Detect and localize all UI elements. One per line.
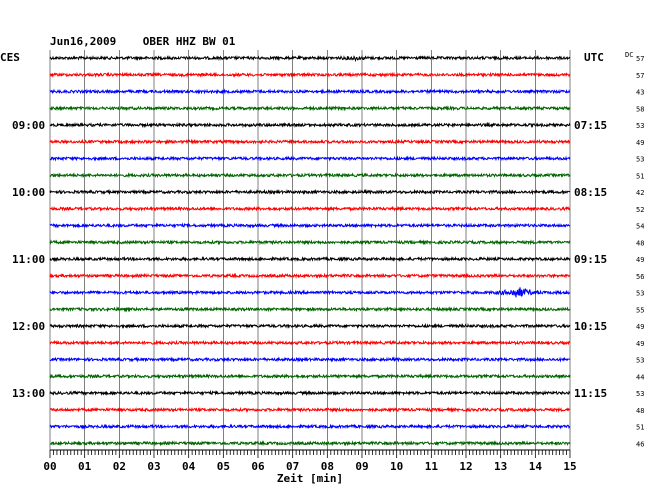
dc-value: 55 <box>636 306 644 314</box>
dc-value: 56 <box>636 273 644 281</box>
x-tick-label: 04 <box>182 460 196 473</box>
trace-row-2 <box>49 88 571 95</box>
dc-value: 58 <box>636 105 644 113</box>
dc-value: 44 <box>636 373 644 381</box>
trace-row-5 <box>49 138 571 146</box>
grid-lines <box>49 50 571 450</box>
x-tick-label: 10 <box>390 460 403 473</box>
right-hour-label: 07:15 <box>574 119 607 132</box>
trace-row-8 <box>49 188 571 196</box>
right-timezone-label: UTC <box>584 51 604 64</box>
dc-value: 49 <box>636 340 644 348</box>
trace-row-7 <box>49 172 571 179</box>
x-axis-label: Zeit [min] <box>277 472 343 485</box>
x-tick-label: 11 <box>425 460 439 473</box>
trace-layer <box>49 54 571 447</box>
x-tick-label: 07 <box>286 460 299 473</box>
x-tick-label: 09 <box>355 460 368 473</box>
dc-value: 52 <box>636 206 644 214</box>
trace-row-10 <box>49 222 571 229</box>
x-tick-label: 02 <box>113 460 126 473</box>
right-hour-label: 10:15 <box>574 320 607 333</box>
left-hour-label: 12:00 <box>12 320 45 333</box>
trace-row-0 <box>49 54 571 63</box>
trace-row-15 <box>49 306 571 313</box>
trace-row-23 <box>49 440 571 447</box>
trace-row-1 <box>49 71 571 78</box>
left-timezone-label: CES <box>0 51 20 64</box>
left-hour-label: 11:00 <box>12 253 45 266</box>
right-hour-label: 09:15 <box>574 253 607 266</box>
trace-row-17 <box>49 339 571 346</box>
right-hour-label: 08:15 <box>574 186 607 199</box>
dc-value: 49 <box>636 139 644 147</box>
trace-row-3 <box>49 105 571 112</box>
dc-value: 53 <box>636 156 644 164</box>
trace-row-14 <box>49 287 571 298</box>
dc-value: 48 <box>636 239 644 247</box>
dc-value: 46 <box>636 440 644 448</box>
trace-row-11 <box>49 239 571 246</box>
dc-value: 49 <box>636 323 644 331</box>
trace-row-20 <box>49 389 571 397</box>
dc-value: 53 <box>636 122 644 130</box>
dc-value: 48 <box>636 407 644 415</box>
dc-value: 57 <box>636 72 644 80</box>
dc-value: 53 <box>636 290 644 298</box>
trace-row-21 <box>49 406 571 414</box>
dc-value: 53 <box>636 357 644 365</box>
left-hour-label: 10:00 <box>12 186 45 199</box>
trace-row-9 <box>49 205 571 212</box>
trace-row-16 <box>49 322 571 330</box>
dc-value: 51 <box>636 172 644 180</box>
x-tick-label: 00 <box>43 460 56 473</box>
x-tick-label: 14 <box>529 460 543 473</box>
x-axis: 00 01 02 03 04 05 06 07 08 09 10 11 12 13 14 15 <box>43 449 577 473</box>
trace-row-18 <box>49 356 571 363</box>
dc-value: 43 <box>636 89 644 97</box>
trace-row-12 <box>49 255 571 263</box>
trace-row-6 <box>49 155 571 162</box>
dc-value: 53 <box>636 390 644 398</box>
x-tick-label: 05 <box>217 460 230 473</box>
x-tick-label: 12 <box>459 460 472 473</box>
dc-value: 51 <box>636 424 644 432</box>
x-tick-label: 15 <box>563 460 576 473</box>
trace-row-19 <box>49 373 571 380</box>
x-tick-label: 01 <box>78 460 92 473</box>
dc-value: 57 <box>636 55 644 63</box>
dc-header-label: DC <box>625 51 633 59</box>
x-tick-label: 06 <box>251 460 265 473</box>
row-labels: 09:00 10:00 11:00 12:00 13:00 07:15 08:15 09:15… <box>12 55 644 448</box>
x-tick-label: 03 <box>147 460 160 473</box>
dc-value: 54 <box>636 223 644 231</box>
trace-row-13 <box>49 272 571 279</box>
left-hour-label: 13:00 <box>12 387 45 400</box>
trace-row-22 <box>49 423 571 430</box>
x-tick-label: 08 <box>321 460 334 473</box>
trace-row-4 <box>49 121 571 129</box>
dc-value: 42 <box>636 189 644 197</box>
chart-title: Jun16,2009 OBER HHZ BW 01 <box>50 35 236 48</box>
x-tick-label: 13 <box>494 460 507 473</box>
dc-value: 49 <box>636 256 644 264</box>
left-hour-label: 09:00 <box>12 119 45 132</box>
right-hour-label: 11:15 <box>574 387 607 400</box>
